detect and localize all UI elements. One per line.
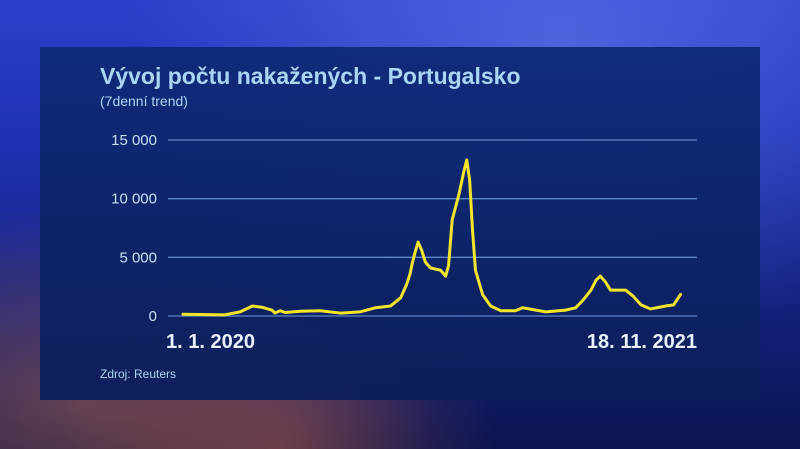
data-point [451, 218, 454, 221]
data-point [274, 312, 276, 314]
data-point [609, 289, 612, 291]
data-point [279, 309, 281, 312]
data-point [514, 309, 517, 312]
data-point [429, 267, 432, 269]
data-point [471, 229, 474, 232]
data-point [465, 159, 468, 161]
chart-source: Zdroj: Reuters [100, 367, 177, 381]
data-point [521, 306, 524, 309]
data-point [664, 305, 667, 307]
data-point [224, 314, 226, 316]
chart-title: Vývoj počtu nakažených - Portugalsko [100, 63, 521, 89]
data-point [444, 275, 447, 277]
data-point [389, 305, 392, 307]
data-point [489, 305, 492, 307]
data-point [284, 311, 286, 314]
data-point [672, 304, 675, 306]
data-point [411, 262, 414, 265]
data-point [339, 312, 342, 314]
data-point [439, 269, 442, 272]
y-tick-label: 0 [149, 308, 157, 325]
data-point [420, 249, 423, 252]
data-point [500, 309, 502, 312]
data-point [624, 289, 627, 291]
data-point [409, 272, 411, 275]
x-tick-label-end: 18. 11. 2021 [587, 331, 697, 353]
data-point [582, 299, 584, 301]
data-point [604, 281, 607, 283]
data-point [649, 308, 652, 310]
data-point [474, 269, 477, 272]
y-tick-label: 15 000 [111, 132, 157, 149]
data-point [632, 295, 634, 297]
data-point [239, 311, 241, 313]
data-point [640, 304, 642, 306]
y-tick-label: 10 000 [111, 191, 157, 208]
data-point [590, 289, 592, 291]
data-point [251, 305, 254, 307]
data-point [319, 309, 321, 312]
data-point [545, 311, 547, 313]
data-point [181, 313, 183, 316]
data-point [374, 306, 377, 309]
data-point [414, 251, 416, 253]
data-point [447, 264, 450, 267]
data-point [271, 309, 273, 311]
data-point [574, 306, 577, 309]
data-point [417, 241, 419, 243]
data-point [299, 310, 302, 313]
data-point [595, 279, 597, 282]
data-point [534, 309, 537, 311]
y-tick-label: 5 000 [119, 249, 157, 266]
chart-panel [40, 47, 760, 400]
data-point [468, 179, 471, 181]
data-point [359, 311, 361, 313]
data-point [564, 309, 567, 311]
data-point [405, 284, 408, 286]
data-point [261, 306, 263, 309]
data-point [463, 170, 465, 173]
chart-subtitle: (7denní trend) [100, 93, 188, 109]
data-point [457, 194, 460, 196]
data-point [399, 297, 402, 299]
data-point [481, 294, 484, 296]
series-line [181, 158, 683, 317]
data-point [599, 275, 602, 277]
x-tick-label-start: 1. 1. 2020 [166, 331, 255, 353]
data-point [424, 261, 427, 263]
data-point [680, 292, 682, 295]
